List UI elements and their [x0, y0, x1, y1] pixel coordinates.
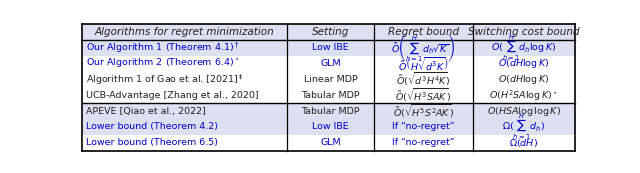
Text: If “no-regret”: If “no-regret” [392, 122, 454, 131]
Text: $O(dH \log K)$: $O(dH \log K)$ [498, 57, 550, 70]
Text: Tabular MDP: Tabular MDP [301, 107, 360, 116]
Text: Low IBE: Low IBE [312, 122, 349, 131]
Text: Switching cost bound: Switching cost bound [468, 27, 580, 37]
Bar [83, 119, 575, 135]
Text: Algorithms for regret minimization: Algorithms for regret minimization [95, 27, 275, 37]
Text: $\Omega(\sum_{h=1}^{H} d_h)$: $\Omega(\sum_{h=1}^{H} d_h)$ [502, 112, 545, 142]
Bar [83, 24, 575, 40]
Text: Setting: Setting [312, 27, 349, 37]
Text: Our Algorithm 1 (Theorem 4.1)$^\dagger$: Our Algorithm 1 (Theorem 4.1)$^\dagger$ [86, 40, 240, 55]
Text: $\tilde{O}(\sqrt{d^3 H^4 K})$: $\tilde{O}(\sqrt{d^3 H^4 K})$ [396, 71, 451, 88]
Text: Linear MDP: Linear MDP [303, 75, 357, 84]
Text: Tabular MDP: Tabular MDP [301, 91, 360, 100]
Text: If “no-regret”: If “no-regret” [392, 138, 454, 147]
Text: Lower bound (Theorem 6.5): Lower bound (Theorem 6.5) [86, 138, 218, 147]
Text: GLM: GLM [320, 59, 340, 68]
Text: $O(HSA \log\log K)$: $O(HSA \log\log K)$ [487, 105, 561, 118]
Text: $\Omega(dH)$: $\Omega(dH)$ [509, 137, 538, 149]
Text: GLM: GLM [320, 138, 340, 147]
Text: $O(\sum_{h=1}^{H} d_h \log K)$: $O(\sum_{h=1}^{H} d_h \log K)$ [491, 33, 557, 63]
Text: $O(H^2 SA \log K)^\star$: $O(H^2 SA \log K)^\star$ [490, 88, 558, 103]
Text: APEVE [Qiao et al., 2022]: APEVE [Qiao et al., 2022] [86, 107, 206, 116]
Text: UCB-Advantage [Zhang et al., 2020]: UCB-Advantage [Zhang et al., 2020] [86, 91, 259, 100]
Text: $O(dH \log K)$: $O(dH \log K)$ [498, 73, 550, 86]
Text: Regret bound: Regret bound [388, 27, 459, 37]
Text: $\tilde{O}(\sqrt{H^3 SAK})$: $\tilde{O}(\sqrt{H^3 SAK})$ [396, 86, 451, 104]
Text: Low IBE: Low IBE [312, 43, 349, 52]
Text: Lower bound (Theorem 4.2): Lower bound (Theorem 4.2) [86, 122, 218, 131]
Text: $\tilde{O}\left(\sum_{h=1}^{H} d_h \sqrt{K}\right)$: $\tilde{O}\left(\sum_{h=1}^{H} d_h \sqrt… [391, 31, 455, 64]
Text: $\tilde{O}(\sqrt{H^5 S^2 AK})$: $\tilde{O}(\sqrt{H^5 S^2 AK})$ [393, 102, 454, 120]
Text: Algorithm 1 of Gao et al. [2021]$^\ddagger$: Algorithm 1 of Gao et al. [2021]$^\ddagg… [86, 72, 244, 87]
Bar [83, 103, 575, 119]
Text: Our Algorithm 2 (Theorem 6.4)$^\star$: Our Algorithm 2 (Theorem 6.4)$^\star$ [86, 57, 240, 70]
Bar [83, 40, 575, 56]
Text: $\tilde{O}\left(H\sqrt{d^3K}\right)$: $\tilde{O}\left(H\sqrt{d^3K}\right)$ [398, 55, 449, 72]
